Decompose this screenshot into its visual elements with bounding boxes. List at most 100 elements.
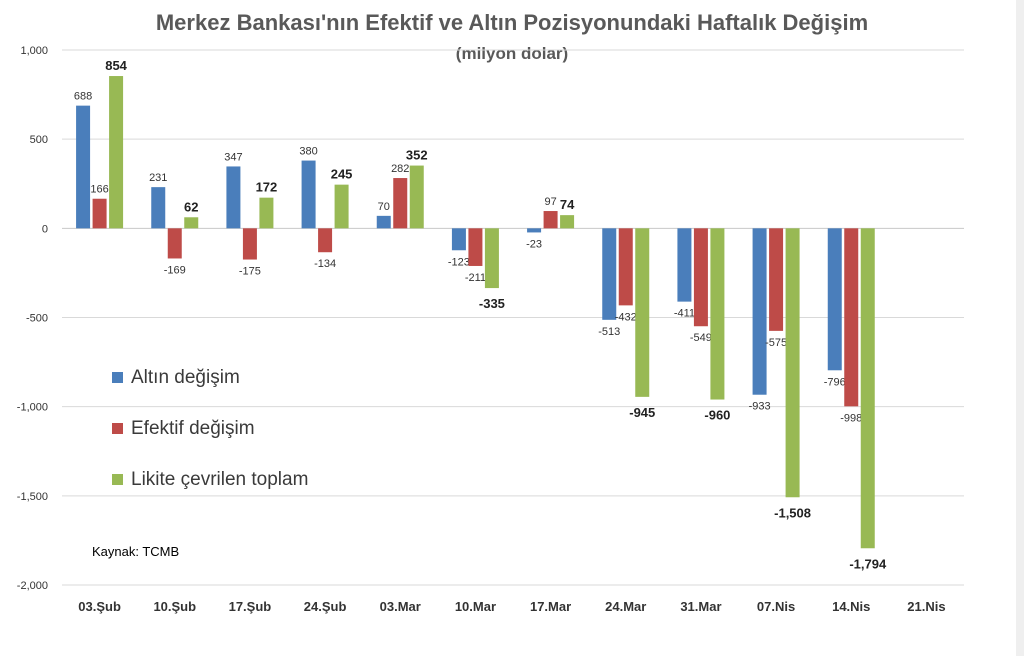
data-label-likite: -335 (479, 296, 505, 311)
y-tick-label: -1,000 (17, 402, 48, 414)
bar-efektif (393, 178, 408, 229)
data-label-efektif: -211 (465, 272, 486, 284)
legend-swatch-altin (112, 372, 123, 383)
bar-likite (785, 228, 800, 498)
data-label-efektif: 97 (544, 196, 556, 208)
data-label-altin: 688 (74, 91, 92, 103)
bar-efektif (468, 228, 483, 266)
bar-altin (76, 105, 91, 229)
bar-likite (409, 165, 424, 229)
chart-legend: Altın değişim Efektif değişim Likite çev… (112, 364, 308, 517)
data-label-efektif: -169 (164, 264, 186, 276)
x-tick-label: 31.Mar (680, 599, 721, 614)
bar-likite (635, 228, 650, 397)
data-label-altin: 70 (378, 201, 390, 213)
legend-item-altin: Altın değişim (112, 364, 308, 391)
data-label-altin: -123 (448, 256, 470, 268)
bar-likite (484, 228, 499, 289)
chart-title: Merkez Bankası'nın Efektif ve Altın Pozi… (155, 10, 869, 35)
bar-likite (109, 76, 124, 229)
x-tick-label: 24.Şub (304, 599, 347, 614)
legend-label-likite: Likite çevrilen toplam (131, 468, 309, 490)
x-tick-label: 17.Şub (229, 599, 272, 614)
y-tick-label: -2,000 (17, 580, 48, 592)
data-label-likite: 854 (105, 58, 127, 73)
bar-likite (560, 215, 575, 229)
bar-efektif (844, 228, 859, 407)
y-tick-label: -1,500 (17, 491, 48, 503)
source-note: Kaynak: TCMB (92, 544, 180, 559)
x-tick-label: 21.Nis (907, 599, 945, 614)
bar-efektif (92, 198, 107, 229)
bar-efektif (769, 228, 784, 331)
y-tick-label: 0 (42, 223, 48, 235)
bar-altin (527, 228, 542, 233)
bar-likite (184, 217, 199, 229)
data-label-likite: -1,794 (849, 556, 887, 571)
data-label-altin: 380 (299, 146, 317, 158)
data-label-likite: -1,508 (774, 505, 811, 520)
data-label-altin: -933 (749, 401, 771, 413)
data-label-altin: -796 (824, 376, 846, 388)
data-label-likite: -960 (704, 408, 730, 423)
bar-likite (860, 228, 875, 549)
bar-altin (226, 166, 241, 229)
data-label-efektif: 282 (391, 163, 409, 175)
bar-altin (602, 228, 617, 320)
bar-likite (710, 228, 725, 400)
legend-item-likite: Likite çevrilen toplam (112, 466, 308, 493)
x-tick-label: 10.Mar (455, 599, 496, 614)
page-edge (1016, 0, 1024, 656)
chart-subtitle: (milyon dolar) (455, 44, 569, 63)
x-tick-label: 03.Şub (78, 599, 121, 614)
data-label-altin: -23 (526, 238, 542, 250)
data-label-altin: -411 (674, 308, 695, 320)
bar-efektif (167, 228, 182, 259)
legend-swatch-efektif (112, 423, 123, 434)
bar-likite (259, 197, 274, 229)
data-label-efektif: -549 (690, 332, 712, 344)
data-label-efektif: -175 (239, 266, 261, 278)
data-label-likite: -945 (629, 405, 655, 420)
data-label-altin: -513 (598, 326, 620, 338)
bar-altin (151, 187, 166, 229)
x-tick-label: 14.Nis (832, 599, 870, 614)
y-tick-label: -500 (26, 313, 48, 325)
data-label-altin: 231 (149, 172, 167, 184)
data-label-likite: 62 (184, 199, 198, 214)
legend-swatch-likite (112, 474, 123, 485)
x-tick-label: 24.Mar (605, 599, 646, 614)
x-tick-label: 07.Nis (757, 599, 795, 614)
bar-altin (301, 160, 316, 229)
y-tick-label: 500 (30, 134, 48, 146)
legend-label-altin: Altın değişim (131, 366, 240, 388)
bar-efektif (543, 211, 558, 229)
data-label-efektif: -134 (314, 258, 336, 270)
data-label-likite: 352 (406, 148, 428, 163)
data-label-efektif: -998 (840, 412, 862, 424)
legend-item-efektif: Efektif değişim (112, 415, 308, 442)
data-label-efektif: -575 (765, 337, 787, 349)
x-tick-label: 17.Mar (530, 599, 571, 614)
x-tick-label: 03.Mar (380, 599, 421, 614)
bar-efektif (618, 228, 633, 306)
legend-label-efektif: Efektif değişim (131, 417, 255, 439)
bar-efektif (242, 228, 257, 260)
bar-altin (677, 228, 692, 302)
data-label-likite: 245 (331, 167, 353, 182)
bar-efektif (318, 228, 333, 253)
data-label-altin: 347 (224, 151, 242, 163)
bar-altin (451, 228, 466, 251)
bar-likite (334, 184, 349, 229)
bar-altin (376, 215, 391, 229)
data-label-efektif: 166 (90, 184, 108, 196)
data-label-likite: 74 (560, 197, 575, 212)
bar-efektif (693, 228, 708, 327)
bar-altin (827, 228, 842, 371)
bar-altin (752, 228, 767, 395)
data-label-efektif: -432 (615, 311, 637, 323)
x-tick-label: 10.Şub (153, 599, 196, 614)
data-label-likite: 172 (256, 180, 278, 195)
y-tick-label: 1,000 (20, 45, 48, 57)
